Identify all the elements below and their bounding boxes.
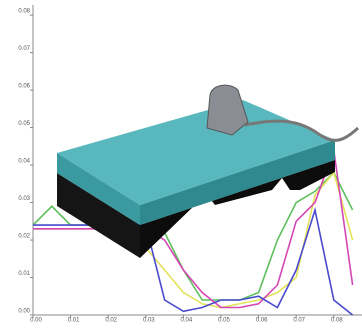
y-tick-label: 0.06 (18, 84, 30, 90)
top-face (57, 100, 335, 205)
cable (244, 119, 360, 142)
side-left (57, 153, 140, 225)
x-tick-label: 0.00 (30, 318, 42, 324)
y-tick-label: 0.01 (18, 271, 30, 277)
y-tick-label: 0.04 (18, 159, 30, 165)
x-tick-label: 0.08 (331, 318, 343, 324)
y-tick-label: 0.05 (18, 121, 30, 127)
y-tick-label: 0.07 (18, 46, 30, 52)
x-tick-label: 0.07 (293, 318, 305, 324)
x-tick-label: 0.05 (218, 318, 230, 324)
base-right (140, 160, 335, 258)
series-line (33, 149, 354, 309)
y-tick-label: 0.03 (18, 196, 30, 202)
x-tick-label: 0.04 (181, 318, 193, 324)
y-tick-label: 0.08 (18, 9, 30, 15)
y-tick-label: 0.00 (18, 309, 30, 315)
x-tick-label: 0.01 (68, 318, 80, 324)
sensor (206, 84, 249, 136)
x-tick-label: 0.03 (143, 318, 155, 324)
plot: 0.00 0.01 0.02 0.03 0.04 0.05 0.06 0.07 0.08 0.00… (18, 5, 362, 324)
x-tick-label: 0.06 (256, 318, 268, 324)
series-line (33, 206, 354, 316)
x-tick-label: 0.02 (105, 318, 117, 324)
y-tick-label: 0.02 (18, 234, 30, 240)
base-left (57, 173, 140, 258)
side-right (140, 140, 335, 225)
device-render (57, 84, 360, 258)
